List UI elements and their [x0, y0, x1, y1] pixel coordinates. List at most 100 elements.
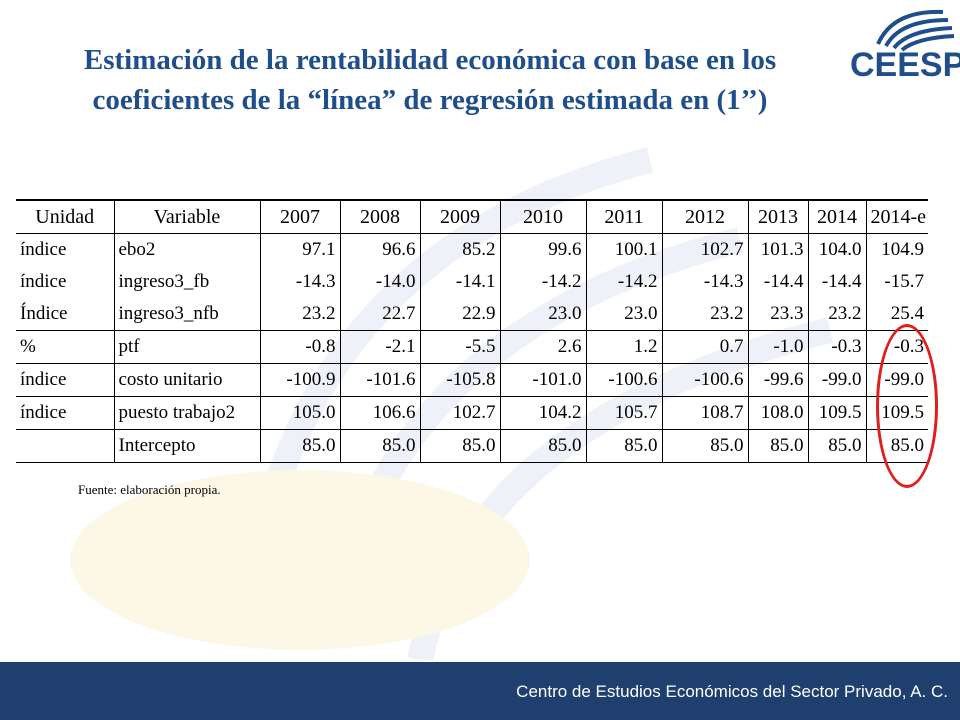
value-cell: -5.5 — [419, 330, 500, 364]
unit-cell: índice — [20, 271, 67, 292]
value-cell: 102.7 — [419, 396, 500, 430]
header-cell: 2013 — [747, 201, 808, 234]
ceesp-logo-icon — [876, 9, 955, 52]
value-cell: -14.4 — [747, 266, 808, 298]
value-cell: 23.2 — [807, 298, 866, 331]
value-cell: -100.6 — [585, 363, 662, 397]
value-cell: -14.1 — [419, 266, 500, 298]
value-cell: 23.3 — [747, 298, 808, 331]
value-cell: 97.1 — [259, 233, 340, 266]
value-cell: 104.0 — [807, 233, 866, 266]
header-cell: 2010 — [499, 201, 586, 234]
value-cell: -14.2 — [585, 266, 662, 298]
value-cell: 85.0 — [585, 429, 662, 463]
table-top-rule — [16, 199, 928, 201]
value-cell: 101.3 — [747, 233, 808, 266]
table-row: índice ebo2 97.1 96.6 85.2 99.6 100.1 10… — [16, 233, 928, 266]
value-cell: 85.0 — [661, 429, 748, 463]
table-row: Intercepto 85.0 85.0 85.0 85.0 85.0 85.0… — [16, 429, 928, 463]
value-cell: 105.0 — [259, 396, 340, 430]
value-cell: 23.0 — [585, 298, 662, 331]
header-cell: 2014-e1 — [865, 201, 928, 234]
value-cell: 23.2 — [661, 298, 748, 331]
variable-cell: ptf — [113, 330, 260, 364]
variable-cell: ingreso3_nfb — [113, 298, 260, 331]
value-cell: -14.4 — [807, 266, 866, 298]
value-cell: 104.2 — [499, 396, 586, 430]
value-cell: -99.6 — [747, 363, 808, 397]
value-cell: -14.2 — [499, 266, 586, 298]
value-cell: 85.0 — [419, 429, 500, 463]
unit-cell: Índice — [20, 303, 68, 324]
value-cell: -14.3 — [259, 266, 340, 298]
header-cell: Unidad — [16, 201, 114, 234]
value-cell: 108.7 — [661, 396, 748, 430]
value-cell: -101.0 — [499, 363, 586, 397]
value-cell: 85.0 — [499, 429, 586, 463]
value-cell: 100.1 — [585, 233, 662, 266]
header-cell: Variable — [113, 201, 260, 234]
table-row: índice puesto trabajo2 105.0 106.6 102.7… — [16, 396, 928, 430]
unit-cell: % — [16, 330, 114, 364]
table-row: índice ingreso3_fb -14.3 -14.0 -14.1 -14… — [16, 266, 928, 298]
header-cell: 2014 — [807, 201, 866, 234]
variable-cell: Intercepto — [113, 429, 260, 463]
value-cell: 23.0 — [499, 298, 586, 331]
logo-text: CEESP — [850, 46, 960, 84]
variable-cell: ebo2 — [113, 233, 260, 266]
value-cell: 85.2 — [419, 233, 500, 266]
value-cell: 23.2 — [259, 298, 340, 331]
variable-cell: costo unitario — [113, 363, 260, 397]
value-cell: 0.7 — [661, 330, 748, 364]
header-cell: 2012 — [661, 201, 748, 234]
value-cell: -14.3 — [661, 266, 748, 298]
page-title: Estimación de la rentabilidad económica … — [83, 44, 777, 116]
value-cell: 96.6 — [339, 233, 420, 266]
variable-cell: ingreso3_fb — [113, 266, 260, 298]
value-cell: 85.0 — [747, 429, 808, 463]
value-cell: -15.7 — [865, 266, 928, 298]
value-cell: 85.0 — [807, 429, 866, 463]
value-cell: 109.5 — [807, 396, 866, 430]
unit-cell: índice — [16, 396, 114, 430]
value-cell: 104.9 — [865, 233, 928, 266]
value-cell: -2.1 — [339, 330, 420, 364]
footer-text: Centro de Estudios Económicos del Sector… — [516, 682, 948, 701]
unit-cell: índice — [16, 363, 114, 397]
value-cell: -99.0 — [807, 363, 866, 397]
value-cell: 102.7 — [661, 233, 748, 266]
value-cell: 25.4 — [865, 298, 928, 331]
value-cell: 2.6 — [499, 330, 586, 364]
value-cell: 106.6 — [339, 396, 420, 430]
header-cell: 2009 — [419, 201, 500, 234]
value-cell: 105.7 — [585, 396, 662, 430]
header-cell: 2008 — [339, 201, 420, 234]
value-cell: 85.0 — [259, 429, 340, 463]
value-cell: -101.6 — [339, 363, 420, 397]
unit-cell — [16, 429, 114, 463]
value-cell: -100.9 — [259, 363, 340, 397]
variable-cell: puesto trabajo2 — [113, 396, 260, 430]
value-cell: 22.9 — [419, 298, 500, 331]
value-cell: -0.8 — [259, 330, 340, 364]
value-cell: 108.0 — [747, 396, 808, 430]
header-cell: 2011 — [585, 201, 662, 234]
table-row: Índice ingreso3_nfb 23.2 22.7 22.9 23.0 … — [16, 298, 928, 331]
value-cell: 1.2 — [585, 330, 662, 364]
data-table: Unidad Variable 2007 2008 2009 2010 2011… — [16, 201, 928, 463]
value-cell: -100.6 — [661, 363, 748, 397]
value-cell: 22.7 — [339, 298, 420, 331]
value-cell: -105.8 — [419, 363, 500, 397]
table-row: % ptf -0.8 -2.1 -5.5 2.6 1.2 0.7 -1.0 -0… — [16, 330, 928, 364]
header-cell: 2007 — [259, 201, 340, 234]
value-cell: -1.0 — [747, 330, 808, 364]
value-cell: -0.3 — [807, 330, 866, 364]
unit-cell: índice — [20, 239, 67, 260]
source-note: Fuente: elaboración propia. — [78, 482, 221, 497]
value-cell: -14.0 — [339, 266, 420, 298]
table-row: índice costo unitario -100.9 -101.6 -105… — [16, 363, 928, 397]
highlight-ellipse — [876, 324, 938, 488]
value-cell: 85.0 — [339, 429, 420, 463]
value-cell: 99.6 — [499, 233, 586, 266]
footer-bar: Centro de Estudios Económicos del Sector… — [0, 662, 960, 720]
